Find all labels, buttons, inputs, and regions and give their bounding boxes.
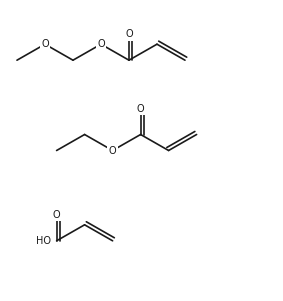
Text: O: O (53, 210, 60, 220)
Text: O: O (109, 145, 116, 156)
Text: HO: HO (36, 236, 51, 246)
Text: O: O (125, 29, 133, 39)
Text: O: O (41, 39, 49, 49)
Text: O: O (137, 104, 144, 113)
Text: O: O (97, 39, 105, 49)
